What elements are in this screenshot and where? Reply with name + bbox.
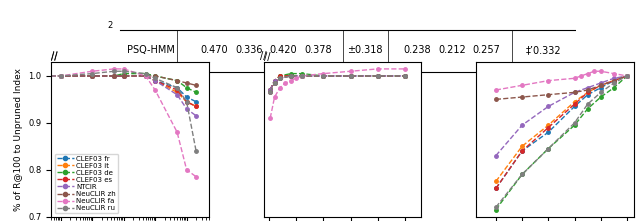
Text: //: // — [51, 51, 58, 61]
Legend: CLEF03 fr, CLEF03 it, CLEF03 de, CLEF03 es, NTCIR, NeuCLIR zh, NeuCLIR fa, NeuCL: CLEF03 fr, CLEF03 it, CLEF03 de, CLEF03 … — [54, 154, 118, 213]
Text: 0.257: 0.257 — [473, 45, 500, 55]
Text: 0.420: 0.420 — [269, 45, 297, 55]
Text: 0.470: 0.470 — [200, 45, 228, 55]
Text: 0.238: 0.238 — [403, 45, 431, 55]
Text: //: // — [51, 52, 58, 62]
Text: ±0.318: ±0.318 — [348, 45, 383, 55]
Text: 0.212: 0.212 — [438, 45, 466, 55]
Text: 0.336: 0.336 — [235, 45, 262, 55]
Y-axis label: % of R@100 to Unpruned Index: % of R@100 to Unpruned Index — [13, 68, 22, 211]
Text: PSQ-HMM: PSQ-HMM — [127, 45, 175, 55]
Text: 0.378: 0.378 — [304, 45, 332, 55]
Text: //: // — [264, 52, 270, 62]
Text: //: // — [260, 51, 267, 61]
Text: ‡’0.332: ‡’0.332 — [526, 45, 561, 55]
Text: 2: 2 — [107, 21, 112, 30]
